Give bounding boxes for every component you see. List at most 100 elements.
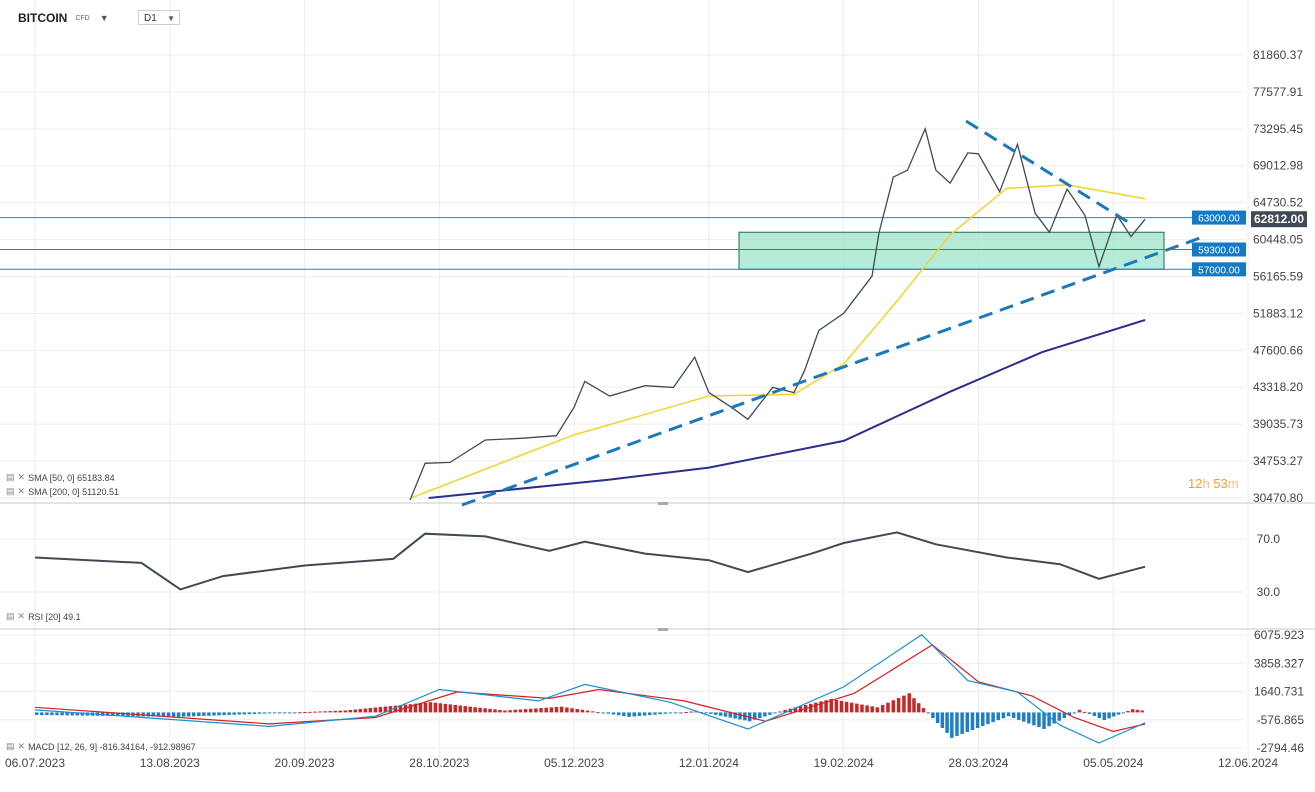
price-axis-label: 30470.80: [1253, 491, 1303, 505]
macd-histogram-bar: [40, 712, 44, 716]
macd-histogram-bar: [463, 706, 467, 713]
macd-histogram-bar: [383, 706, 388, 713]
macd-histogram-bar: [829, 699, 833, 713]
macd-histogram-bar: [121, 712, 125, 717]
macd-histogram-bar: [247, 712, 252, 715]
macd-histogram-bar: [418, 703, 423, 713]
close-icon[interactable]: ✕: [17, 611, 26, 621]
macd-histogram-bar: [413, 703, 418, 713]
macd-histogram-bar: [808, 703, 813, 713]
level-label: 57000.00: [1198, 265, 1240, 276]
macd-histogram-bar: [896, 697, 901, 713]
sma200-line: [428, 319, 1146, 499]
macd-histogram-bar: [865, 705, 869, 713]
date-axis-label: 20.09.2023: [275, 756, 335, 770]
macd-histogram-bar: [80, 712, 85, 716]
close-icon[interactable]: ✕: [17, 486, 26, 496]
macd-histogram-bar: [673, 712, 678, 714]
settings-icon[interactable]: ▤: [6, 472, 15, 482]
macd-axis-label: 1640.731: [1254, 685, 1304, 699]
macd-histogram-bar: [616, 712, 621, 716]
macd-axis-label: 6075.923: [1254, 628, 1304, 642]
macd-histogram-bar: [1140, 710, 1144, 713]
settings-icon[interactable]: ▤: [6, 486, 15, 496]
timeframe-select[interactable]: D1 ▼: [138, 10, 180, 25]
macd-histogram-bar: [1052, 712, 1056, 724]
macd-legend[interactable]: ▤ ✕ MACD [12, 26, 9] -816.34164, -912.98…: [6, 741, 196, 752]
macd-axis-label: -576.865: [1257, 713, 1305, 727]
macd-histogram-bar: [606, 712, 611, 714]
date-axis-label: 12.06.2024: [1218, 756, 1278, 770]
macd-histogram-bar: [886, 702, 890, 713]
macd-histogram-bar: [267, 712, 272, 714]
macd-histogram-bar: [596, 712, 600, 714]
chevron-down-icon[interactable]: ▼: [167, 14, 175, 23]
date-axis-label: 06.07.2023: [5, 756, 65, 770]
macd-histogram-bar: [849, 702, 854, 713]
macd-histogram-bar: [478, 707, 482, 713]
macd-histogram-bar: [237, 712, 241, 715]
macd-histogram-bar: [921, 708, 926, 713]
macd-label: MACD [12, 26, 9] -816.34164, -912.98967: [28, 741, 196, 752]
macd-histogram-bar: [323, 711, 327, 713]
close-icon[interactable]: ✕: [17, 472, 26, 482]
settings-icon[interactable]: ▤: [6, 741, 15, 751]
macd-histogram-bar: [181, 712, 186, 717]
price-axis-label: 77577.91: [1253, 85, 1303, 99]
pane-resize-handle[interactable]: [658, 628, 668, 631]
macd-histogram-bar: [1107, 712, 1111, 719]
instrument-header[interactable]: BITCOIN CFD ▼: [18, 9, 109, 27]
date-axis-label: 05.12.2023: [544, 756, 604, 770]
macd-histogram-bar: [559, 706, 564, 713]
macd-histogram-bar: [293, 712, 297, 714]
macd-histogram-bar: [819, 701, 823, 713]
macd-histogram-bar: [591, 711, 595, 713]
sma200-legend[interactable]: ▤ ✕ SMA [200, 0] 51120.51: [6, 486, 119, 497]
macd-histogram-bar: [171, 712, 176, 717]
macd-histogram-bar: [222, 712, 226, 716]
symbol-dropdown-icon[interactable]: ▼: [99, 13, 109, 23]
macd-histogram-bar: [539, 708, 543, 713]
instrument-type: CFD: [75, 14, 90, 22]
date-axis-label: 13.08.2023: [140, 756, 200, 770]
macd-histogram-bar: [458, 705, 462, 713]
macd-histogram-bar: [282, 712, 287, 714]
date-axis-label: 12.01.2024: [679, 756, 739, 770]
macd-histogram-bar: [192, 712, 196, 717]
macd-histogram-bar: [232, 712, 236, 715]
macd-histogram-bar: [202, 712, 206, 716]
symbol-name[interactable]: BITCOIN: [18, 11, 68, 25]
rsi-axis-label: 30.0: [1257, 585, 1281, 599]
macd-histogram-bar: [860, 704, 864, 713]
macd-histogram-bar: [723, 712, 728, 717]
macd-histogram-bar: [277, 712, 282, 714]
sma50-legend[interactable]: ▤ ✕ SMA [50, 0] 65183.84: [6, 472, 115, 483]
pane-resize-handle[interactable]: [658, 502, 668, 505]
macd-histogram-bar: [1037, 712, 1041, 728]
close-icon[interactable]: ✕: [17, 741, 26, 751]
macd-histogram-bar: [653, 712, 657, 715]
macd-histogram-bar: [348, 710, 353, 713]
macd-axis-label: 3858.327: [1254, 656, 1304, 670]
macd-histogram-bar: [358, 709, 363, 713]
falling-trendline[interactable]: [965, 119, 1129, 224]
macd-histogram-bar: [996, 712, 1001, 721]
macd-histogram-bar: [798, 706, 803, 713]
settings-icon[interactable]: ▤: [6, 611, 15, 621]
macd-histogram-bar: [970, 712, 975, 731]
macd-histogram-bar: [738, 712, 742, 720]
rsi-legend[interactable]: ▤ ✕ RSI [20] 49.1: [6, 611, 81, 622]
macd-histogram-bar: [875, 707, 880, 713]
macd-histogram-bar: [793, 707, 798, 713]
support-zone[interactable]: [738, 231, 1165, 270]
timeframe-value[interactable]: D1: [144, 13, 157, 24]
macd-histogram-bar: [227, 712, 231, 715]
macd-histogram-bar: [217, 712, 221, 716]
macd-histogram-bar: [814, 702, 818, 713]
macd-histogram-bar: [733, 712, 737, 719]
macd-histogram-bar: [844, 701, 849, 713]
price-axis-label: 51883.12: [1253, 306, 1303, 320]
macd-histogram-bar: [1097, 712, 1102, 719]
